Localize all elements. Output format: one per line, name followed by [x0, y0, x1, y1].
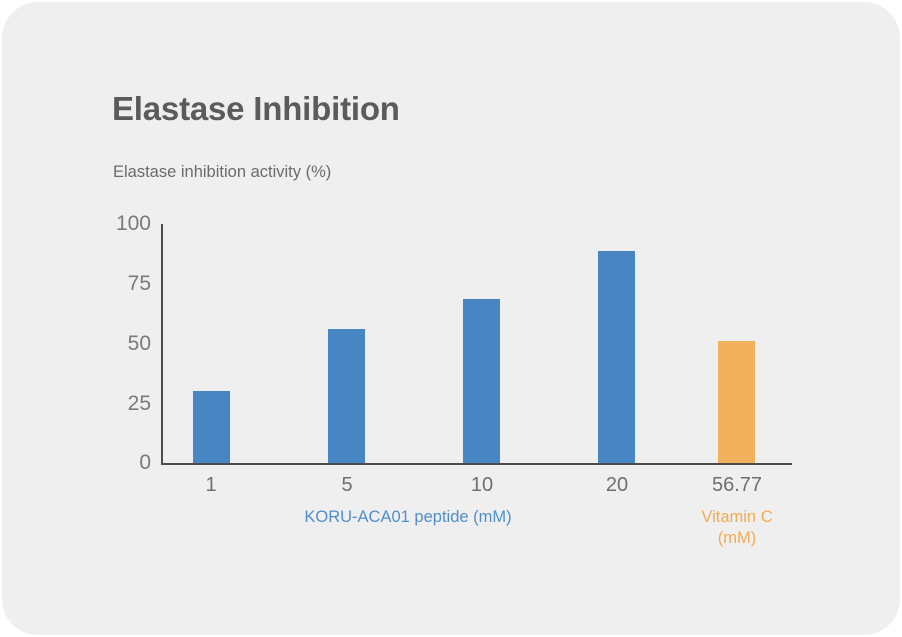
- y-tick-label: 0: [139, 451, 151, 474]
- bar[interactable]: [328, 328, 365, 463]
- group-label-vitamin-c: Vitamin C (mM): [701, 507, 772, 548]
- x-tick-label: 56.77: [711, 474, 763, 496]
- bar[interactable]: [718, 341, 755, 463]
- x-tick-label: 20: [605, 474, 629, 496]
- x-tick-label: 10: [470, 474, 494, 496]
- y-tick-label: 75: [127, 272, 151, 295]
- group-label-peptide: KORU-ACA01 peptide (mM): [304, 508, 512, 526]
- bar[interactable]: [463, 299, 500, 463]
- group-label-vitamin-c-line2: (mM): [717, 528, 757, 547]
- y-axis-line: [161, 224, 163, 464]
- x-tick-label: 5: [341, 474, 353, 496]
- y-tick-label: 50: [127, 332, 151, 355]
- x-axis-line: [161, 463, 792, 465]
- bar[interactable]: [598, 251, 635, 463]
- y-axis-title: Elastase inhibition activity (%): [113, 163, 332, 181]
- plot-area: 100 75 50 25 0 1 5 10 20 56.77 KORU-ACA0…: [116, 212, 792, 547]
- bar[interactable]: [193, 391, 230, 463]
- group-label-vitamin-c-line1: Vitamin C: [701, 508, 773, 526]
- x-tick-label: 1: [205, 474, 217, 496]
- y-tick-label: 100: [115, 212, 151, 235]
- y-tick-label: 25: [127, 392, 151, 415]
- chart-title: Elastase Inhibition: [112, 90, 400, 127]
